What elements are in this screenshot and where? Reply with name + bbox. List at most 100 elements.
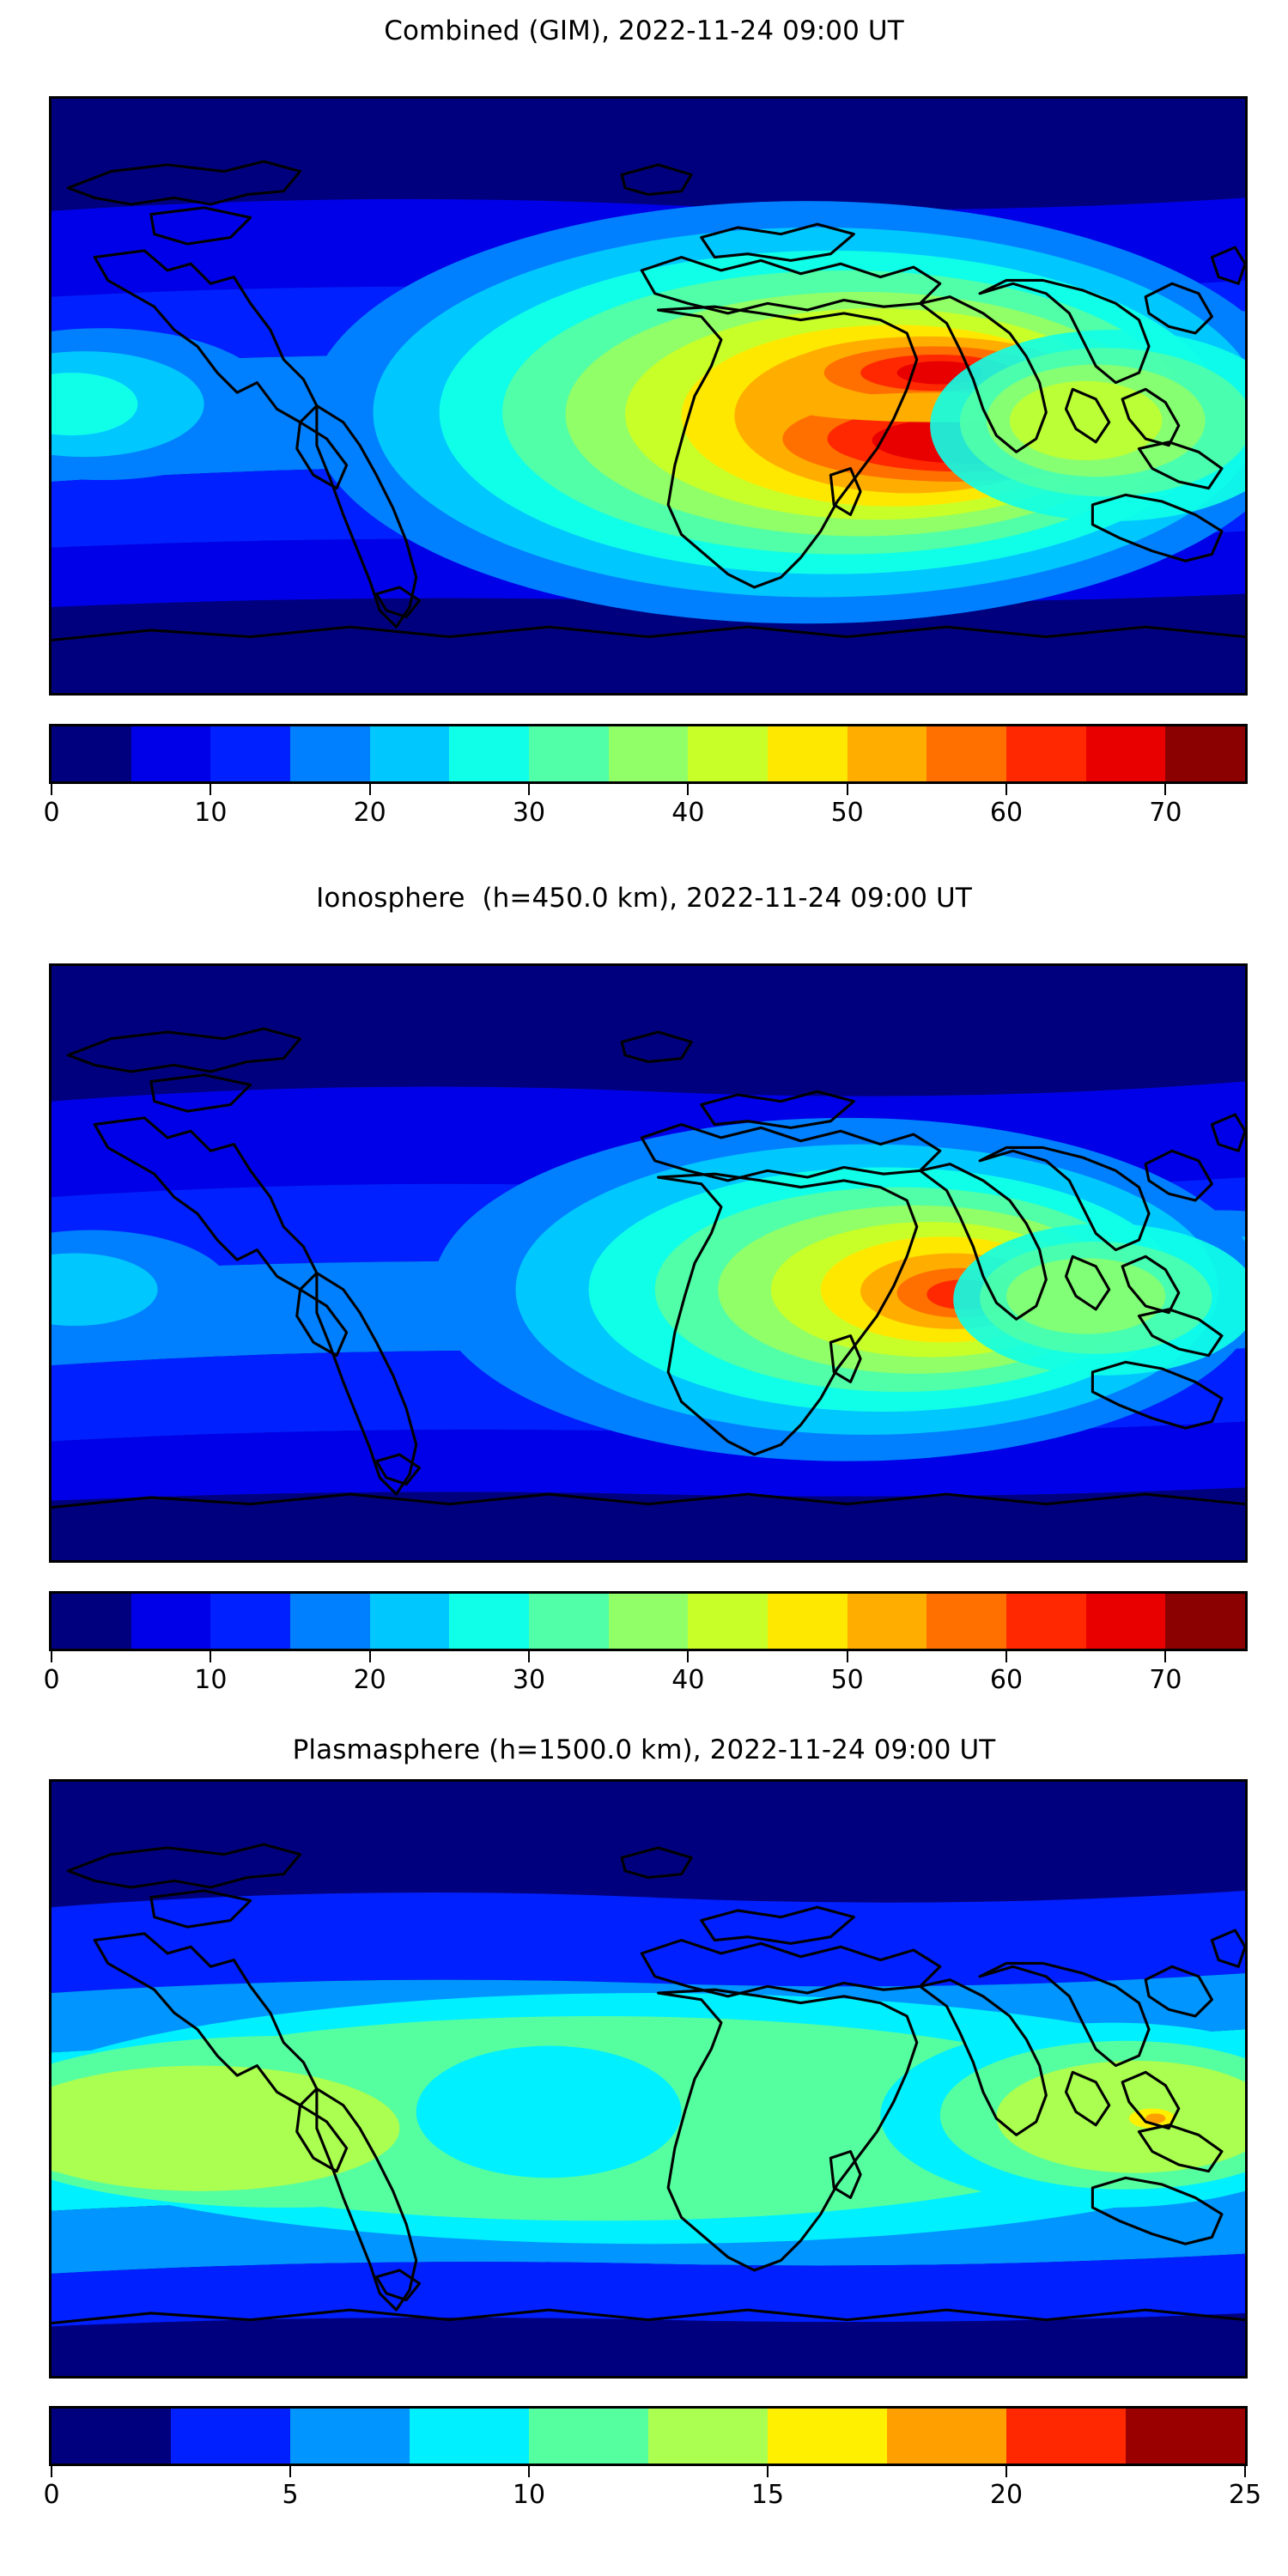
colorbar-tick-mark (528, 1651, 530, 1662)
colorbar-ticks-plasmasphere: 0 5 10 15 20 25 (0, 2466, 1288, 2521)
colorbar-tick-mark (1005, 2466, 1007, 2477)
coastlines-plasmasphere (52, 1843, 1245, 2325)
panel-ionosphere: Ionosphere (h=450.0 km), 2022-11-24 09:0… (0, 867, 1288, 1726)
colorbar-tick-mark (687, 1651, 690, 1662)
colorbar-segment (210, 726, 290, 781)
colorbar-plasmasphere (49, 2406, 1248, 2466)
colorbar-segment (768, 726, 848, 781)
colorbar-segment (410, 2409, 529, 2464)
colorbar-combined (49, 724, 1248, 784)
colorbar-segment (688, 1594, 768, 1649)
colorbar-ticks-ionosphere: 0 10 20 30 40 50 60 70 (0, 1651, 1288, 1706)
colorbar-tick-mark (1005, 784, 1007, 795)
colorbar-tick-label: 50 (830, 1665, 864, 1695)
panel-title-ionosphere: Ionosphere (h=450.0 km), 2022-11-24 09:0… (316, 883, 972, 914)
map-svg-combined (52, 99, 1245, 693)
map-svg-ionosphere (52, 966, 1245, 1560)
panel-plasmasphere: Plasmasphere (h=1500.0 km), 2022-11-24 0… (0, 1735, 1288, 2576)
colorbar-tick-label: 60 (989, 1665, 1024, 1695)
colorbar-segment (847, 1594, 927, 1649)
colorbar-segment (608, 726, 689, 781)
colorbar-tick-mark (51, 1651, 52, 1662)
colorbar-tick-label: 10 (194, 1665, 228, 1695)
colorbar-segment (52, 1594, 131, 1649)
colorbar-segment (847, 726, 927, 781)
colorbar-segment (768, 1594, 848, 1649)
colorbar-ionosphere (49, 1591, 1248, 1651)
colorbar-tick-label: 60 (989, 798, 1024, 828)
colorbar-segment (369, 1594, 450, 1649)
colorbar-tick-label: 0 (43, 1665, 60, 1695)
colorbar-segment (52, 726, 131, 781)
colorbar-segment (1165, 1594, 1245, 1649)
colorbar-tick-mark (687, 784, 690, 795)
colorbar-tick-mark (51, 2466, 52, 2477)
colorbar-segment (1165, 726, 1245, 781)
colorbar-segment (369, 726, 450, 781)
colorbar-tick-mark (1164, 1651, 1167, 1662)
colorbar-segment (927, 726, 1006, 781)
colorbar-tick-label: 5 (282, 2480, 299, 2510)
colorbar-segment (529, 726, 609, 781)
colorbar-tick-mark (210, 784, 212, 795)
colorbar-tick-label: 10 (194, 798, 228, 828)
colorbar-tick-mark (51, 784, 52, 795)
colorbar-tick-mark (210, 1651, 212, 1662)
colorbar-tick-mark (1244, 2466, 1246, 2477)
colorbar-tick-label: 70 (1149, 1665, 1182, 1695)
colorbar-segment (529, 2409, 648, 2464)
colorbar-segment (131, 726, 211, 781)
colorbar-tick-label: 30 (512, 798, 546, 828)
coastlines-ionosphere (52, 1027, 1245, 1510)
coastlines-combined (52, 160, 1245, 642)
panel-title-plasmasphere: Plasmasphere (h=1500.0 km), 2022-11-24 0… (292, 1735, 996, 1765)
colorbar-segment (768, 2409, 887, 2464)
map-plasmasphere (49, 1779, 1248, 2379)
colorbar-tick-label: 10 (512, 2480, 546, 2510)
colorbar-tick-mark (846, 784, 848, 795)
colorbar-segment (1126, 2409, 1245, 2464)
colorbar-tick-label: 0 (43, 2480, 60, 2510)
colorbar-segment (52, 2409, 171, 2464)
colorbar-tick-mark (846, 1651, 848, 1662)
colorbar-segment (1085, 726, 1166, 781)
colorbar-segment (290, 1594, 370, 1649)
colorbar-segment (1006, 1594, 1086, 1649)
colorbar-tick-label: 30 (512, 1665, 546, 1695)
colorbar-tick-mark (528, 2466, 530, 2477)
colorbar-tick-mark (1164, 784, 1167, 795)
colorbar-ticks-combined: 0 10 20 30 40 50 60 70 (0, 784, 1288, 839)
colorbar-segment (210, 1594, 290, 1649)
colorbar-segment (648, 2409, 768, 2464)
colorbar-segment (449, 726, 529, 781)
colorbar-segment (290, 726, 370, 781)
colorbar-tick-label: 50 (830, 798, 864, 828)
colorbar-tick-mark (528, 784, 530, 795)
colorbar-segment (1006, 2409, 1126, 2464)
colorbar-tick-label: 40 (671, 1665, 705, 1695)
colorbar-tick-mark (368, 784, 371, 795)
map-ionosphere (49, 963, 1248, 1563)
colorbar-segment (171, 2409, 290, 2464)
colorbar-segment (608, 1594, 689, 1649)
panel-title-combined: Combined (GIM), 2022-11-24 09:00 UT (384, 15, 904, 46)
colorbar-segment (1006, 726, 1086, 781)
colorbar-segment (290, 2409, 410, 2464)
colorbar-segment (927, 1594, 1006, 1649)
colorbar-segment (529, 1594, 609, 1649)
colorbar-tick-label: 15 (750, 2480, 785, 2510)
colorbar-tick-mark (289, 2466, 291, 2477)
map-svg-plasmasphere (52, 1782, 1245, 2376)
colorbar-tick-mark (1005, 1651, 1007, 1662)
map-combined-gim (49, 96, 1248, 696)
colorbar-tick-label: 40 (671, 798, 705, 828)
colorbar-tick-label: 70 (1149, 798, 1182, 828)
colorbar-tick-label: 20 (989, 2480, 1024, 2510)
colorbar-tick-label: 25 (1228, 2480, 1262, 2510)
colorbar-segment (1085, 1594, 1166, 1649)
colorbar-segment (131, 1594, 211, 1649)
panel-combined-gim: Combined (GIM), 2022-11-24 09:00 UT (0, 0, 1288, 859)
colorbar-segment (688, 726, 768, 781)
colorbar-tick-label: 0 (43, 798, 60, 828)
